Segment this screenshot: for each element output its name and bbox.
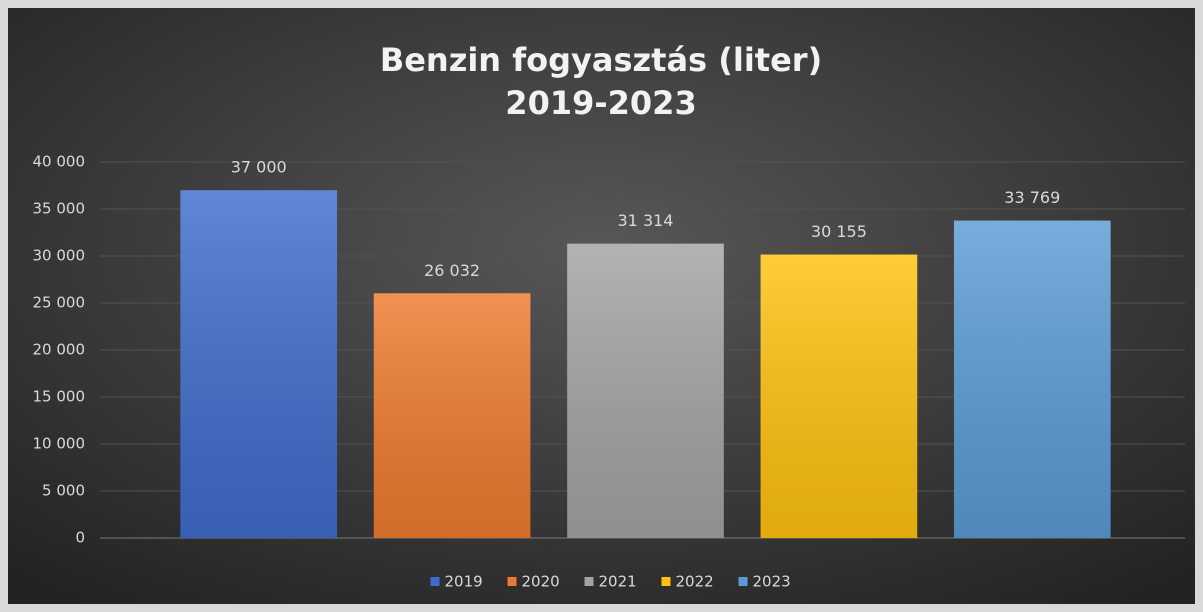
- legend-label: 2020: [522, 573, 560, 591]
- legend-swatch: [738, 577, 748, 586]
- y-tick-label: 5 000: [42, 482, 85, 500]
- bar: [373, 293, 531, 538]
- y-tick-label: 15 000: [33, 388, 86, 406]
- legend-swatch: [430, 577, 440, 586]
- chart-subtitle: 2019-2023: [505, 84, 696, 122]
- y-tick-label: 10 000: [33, 435, 86, 453]
- data-label: 31 314: [618, 211, 674, 230]
- legend-label: 2019: [445, 573, 483, 591]
- bar: [953, 220, 1111, 538]
- y-tick-label: 0: [75, 529, 85, 547]
- data-label: 37 000: [231, 158, 287, 177]
- y-tick-label: 35 000: [33, 200, 86, 218]
- legend-label: 2021: [599, 573, 637, 591]
- data-label: 33 769: [1004, 188, 1060, 207]
- legend-swatch: [507, 577, 517, 586]
- bar: [760, 254, 918, 538]
- y-tick-label: 25 000: [33, 294, 86, 312]
- y-tick-label: 20 000: [33, 341, 86, 359]
- legend-label: 2023: [753, 573, 791, 591]
- y-tick-label: 40 000: [33, 153, 86, 171]
- data-label: 30 155: [811, 222, 867, 241]
- legend-swatch: [661, 577, 671, 586]
- legend-label: 2022: [676, 573, 714, 591]
- y-tick-label: 30 000: [33, 247, 86, 265]
- legend-swatch: [584, 577, 594, 586]
- bar: [180, 190, 338, 538]
- bar: [567, 243, 724, 538]
- data-label: 26 032: [424, 261, 480, 280]
- chart-title: Benzin fogyasztás (liter): [380, 41, 822, 79]
